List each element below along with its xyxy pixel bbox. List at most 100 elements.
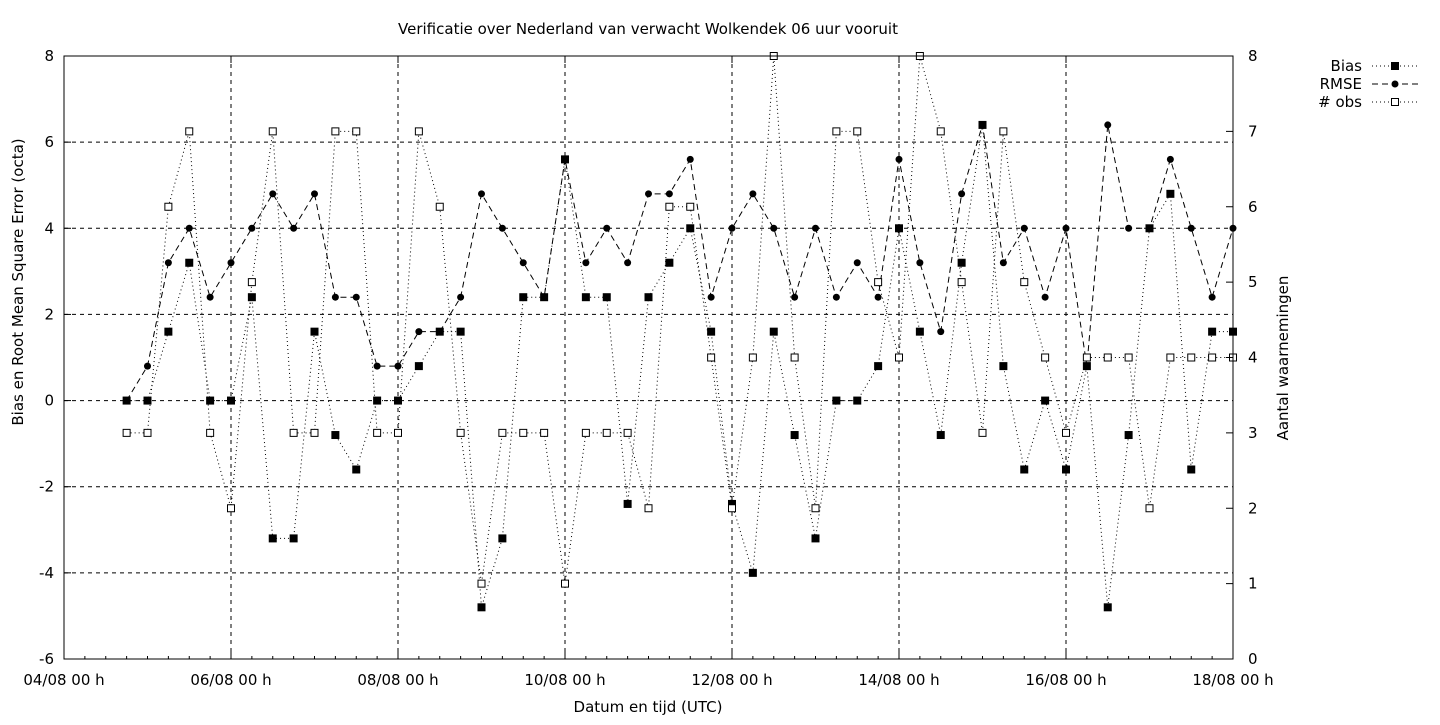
data-point-obs (1041, 353, 1050, 362)
data-point-rmse (206, 293, 214, 301)
y-tick-label: 4 (44, 219, 54, 237)
data-point-rmse (916, 259, 924, 267)
data-point-bias (748, 568, 757, 577)
x-axis: 04/08 00 h 06/08 00 h 08/08 00 h 10/08 00 h… (23, 56, 1274, 689)
data-point-bias (602, 293, 611, 302)
data-point-rmse (144, 362, 151, 370)
data-point-bias (1187, 465, 1196, 474)
data-point-bias (143, 396, 152, 405)
data-point-obs (352, 127, 361, 136)
data-point-obs (164, 202, 173, 211)
data-point-rmse (707, 293, 715, 301)
data-point-bias (1166, 189, 1175, 198)
data-point-obs (1187, 353, 1196, 362)
grid (64, 56, 1233, 659)
data-point-bias (289, 534, 298, 543)
data-point-rmse (1125, 224, 1133, 232)
y-axis-label: Bias en Root Mean Square Error (octa) (9, 138, 27, 425)
y-tick-label: 6 (44, 133, 54, 151)
legend-marker-rmse (1391, 80, 1399, 88)
data-point-rmse (603, 224, 611, 232)
data-point-bias (227, 396, 235, 405)
data-point-obs (665, 202, 674, 211)
data-point-obs (895, 353, 903, 362)
data-point-obs (185, 127, 194, 136)
data-point-rmse (164, 259, 172, 267)
data-point-bias (1062, 465, 1070, 474)
data-point-rmse (331, 293, 339, 301)
data-point-bias (498, 534, 507, 543)
data-point-obs (1103, 353, 1112, 362)
data-point-rmse (185, 224, 193, 232)
data-point-rmse (394, 362, 402, 370)
data-point-obs (498, 428, 507, 437)
data-point-obs (1124, 353, 1133, 362)
data-point-obs (581, 428, 590, 437)
data-point-obs (247, 278, 256, 287)
data-point-obs (122, 428, 131, 437)
data-point-obs (728, 504, 736, 513)
y2-tick-label: 0 (1248, 650, 1258, 668)
data-point-obs (978, 428, 987, 437)
data-point-rmse (415, 328, 423, 336)
x-axis-label: Datum en tijd (UTC) (574, 698, 723, 716)
legend-marker-obs (1391, 98, 1399, 106)
data-point-rmse (269, 190, 277, 198)
data-point-obs (707, 353, 716, 362)
series-obs (122, 52, 1237, 588)
data-point-obs (310, 428, 319, 437)
data-point-bias (456, 327, 465, 336)
data-point-bias (999, 362, 1008, 371)
data-point-obs (540, 428, 549, 437)
data-point-bias (1020, 465, 1029, 474)
data-point-rmse (1041, 293, 1049, 301)
data-point-bias (519, 293, 528, 302)
x-tick-label: 04/08 00 h (23, 671, 104, 689)
data-point-obs (1062, 428, 1070, 437)
y2-tick-label: 3 (1248, 424, 1258, 442)
data-point-rmse (352, 293, 360, 301)
data-point-obs (832, 127, 841, 136)
x-tick-label: 06/08 00 h (190, 671, 271, 689)
data-point-obs (748, 353, 757, 362)
series-layer (122, 52, 1237, 612)
data-point-obs (143, 428, 152, 437)
data-point-obs (686, 202, 695, 211)
series-line-bias (126, 124, 1233, 608)
x-tick-label: 14/08 00 h (858, 671, 939, 689)
data-point-bias (728, 499, 736, 508)
data-point-obs (227, 504, 235, 513)
data-point-rmse (832, 293, 840, 301)
data-point-obs (268, 127, 277, 136)
series-line-obs (126, 55, 1233, 584)
data-point-rmse (958, 190, 966, 198)
data-point-rmse (436, 328, 444, 336)
data-point-rmse (227, 259, 235, 267)
data-point-obs (874, 278, 883, 287)
data-point-rmse (561, 155, 569, 163)
y2-tick-label: 4 (1248, 349, 1258, 367)
y2-tick-label: 1 (1248, 575, 1258, 593)
data-point-bias (790, 431, 799, 440)
data-point-rmse (1166, 155, 1174, 163)
data-point-obs (1082, 353, 1091, 362)
data-point-obs (373, 428, 382, 437)
y2-tick-label: 5 (1248, 273, 1258, 291)
data-point-rmse (853, 259, 861, 267)
y2-tick-label: 8 (1248, 47, 1258, 65)
data-point-obs (519, 428, 528, 437)
data-point-obs (602, 428, 611, 437)
data-point-bias (373, 396, 382, 405)
chart-title: Verificatie over Nederland van verwacht … (398, 20, 898, 38)
data-point-bias (853, 396, 862, 405)
data-point-obs (999, 127, 1008, 136)
data-point-rmse (895, 155, 903, 163)
data-point-rmse (1104, 121, 1112, 129)
data-point-obs (1145, 504, 1154, 513)
data-point-bias (477, 603, 486, 612)
data-point-rmse (1187, 224, 1195, 232)
data-point-bias (310, 327, 319, 336)
